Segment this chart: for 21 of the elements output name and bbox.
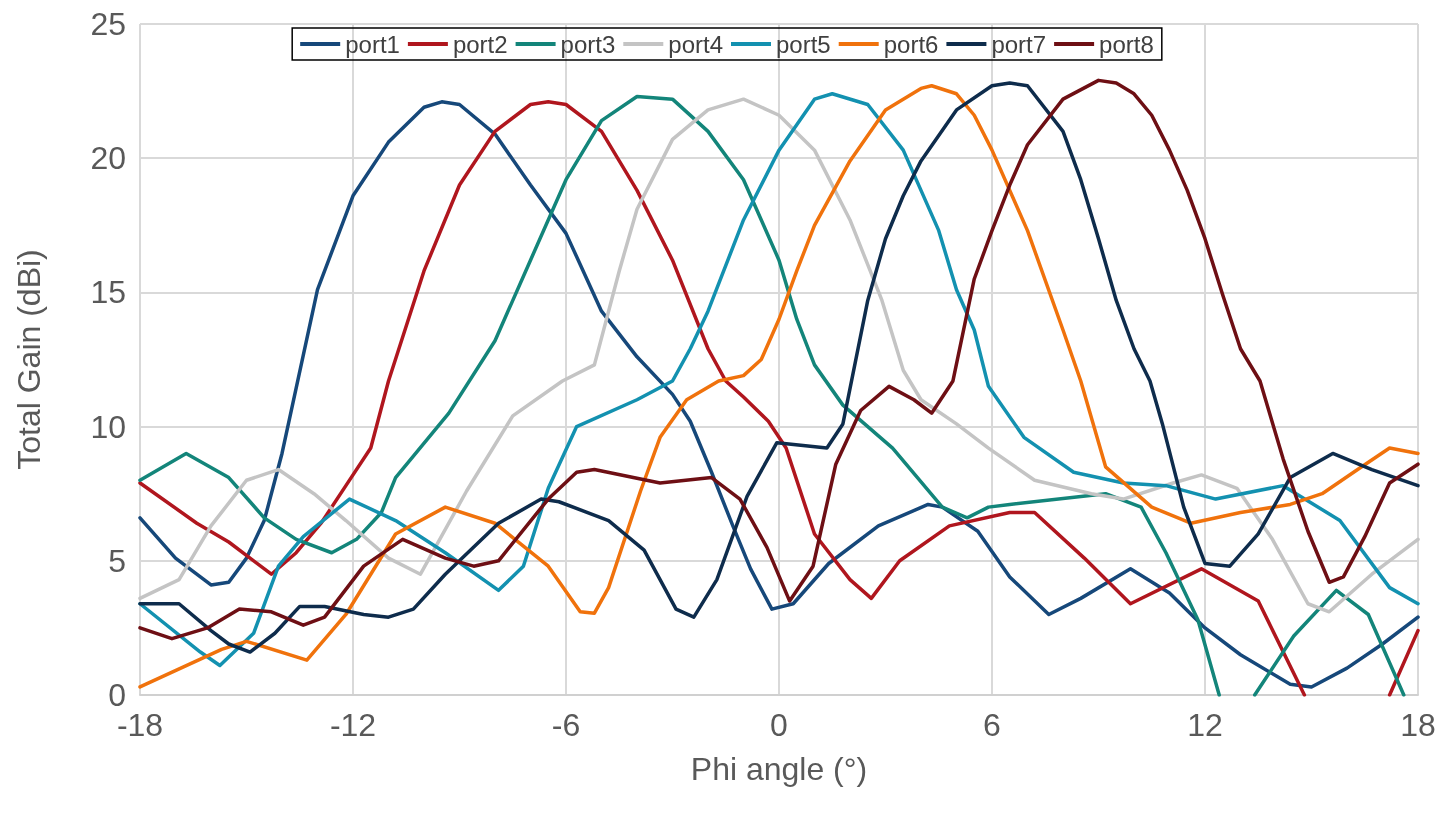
x-tick-label: -6 bbox=[551, 707, 581, 743]
x-tick-label: 0 bbox=[770, 707, 788, 743]
x-tick-label: 12 bbox=[1187, 707, 1223, 743]
y-tick-label: 5 bbox=[108, 542, 126, 579]
x-tick-label: 6 bbox=[983, 707, 1001, 743]
legend-label: port5 bbox=[776, 30, 831, 58]
y-axis-title: Total Gain (dBi) bbox=[11, 249, 47, 470]
x-axis-title: Phi angle (°) bbox=[690, 751, 868, 787]
legend-label: port8 bbox=[1099, 30, 1154, 58]
legend-label: port7 bbox=[991, 30, 1047, 58]
y-tick-label: 25 bbox=[90, 6, 126, 42]
legend-label: port1 bbox=[345, 30, 400, 58]
x-tick-label: -12 bbox=[329, 707, 377, 743]
y-tick-label: 20 bbox=[90, 140, 126, 177]
y-tick-label: 10 bbox=[90, 408, 126, 445]
legend-label: port2 bbox=[452, 30, 508, 58]
legend-label: port6 bbox=[883, 30, 939, 58]
y-tick-label: 15 bbox=[90, 274, 126, 311]
x-tick-label: 18 bbox=[1400, 707, 1436, 743]
legend-label: port4 bbox=[668, 30, 723, 58]
legend-label: port3 bbox=[560, 30, 616, 58]
